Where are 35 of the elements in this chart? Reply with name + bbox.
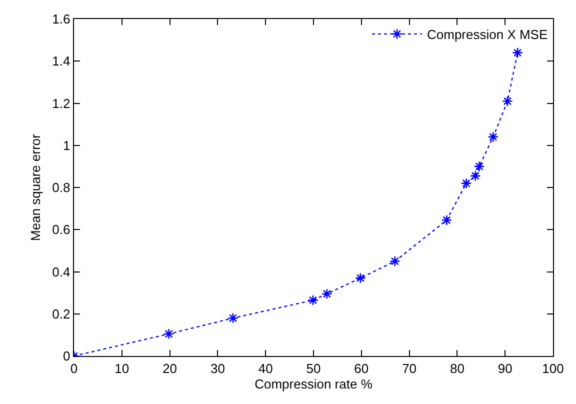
y-tick-label: 1.6	[52, 12, 70, 27]
y-tick-label: 0.4	[52, 264, 70, 280]
x-tick-label: 40	[258, 360, 273, 376]
point	[354, 272, 366, 284]
y-tick-label: 0.8	[52, 180, 70, 196]
x-tick-label: 10	[114, 360, 130, 376]
x-tick-label: 20	[162, 360, 178, 376]
point	[502, 96, 513, 107]
y-tick-label: 1	[63, 138, 70, 153]
point	[512, 47, 523, 58]
y-tick-label: 1.4	[52, 54, 70, 69]
y-tick-label: 0.6	[52, 222, 70, 238]
x-tick-label: 60	[354, 360, 369, 376]
y-tick-label: 1.2	[52, 96, 70, 111]
point	[474, 160, 485, 172]
y-tick-label: 0	[63, 348, 70, 364]
x-tick-label: 30	[210, 360, 225, 376]
x-axis-title: Compression rate %	[254, 376, 373, 392]
y-tick-label: 0.2	[52, 306, 70, 322]
x-tick-label: 90	[498, 360, 512, 376]
point	[460, 178, 472, 189]
point	[470, 170, 481, 182]
point	[321, 288, 332, 300]
x-tick-label: 50	[306, 360, 321, 376]
point	[488, 132, 499, 142]
x-tick-label: 100	[542, 360, 564, 376]
point	[163, 328, 174, 340]
point	[308, 294, 318, 306]
point	[228, 312, 238, 324]
legend-label: Compression X MSE	[427, 27, 548, 42]
point	[389, 256, 400, 267]
point	[441, 214, 452, 226]
x-tick-label: 80	[450, 360, 464, 376]
x-tick-label: 70	[402, 360, 417, 376]
y-axis-title: Mean square error	[28, 133, 44, 241]
